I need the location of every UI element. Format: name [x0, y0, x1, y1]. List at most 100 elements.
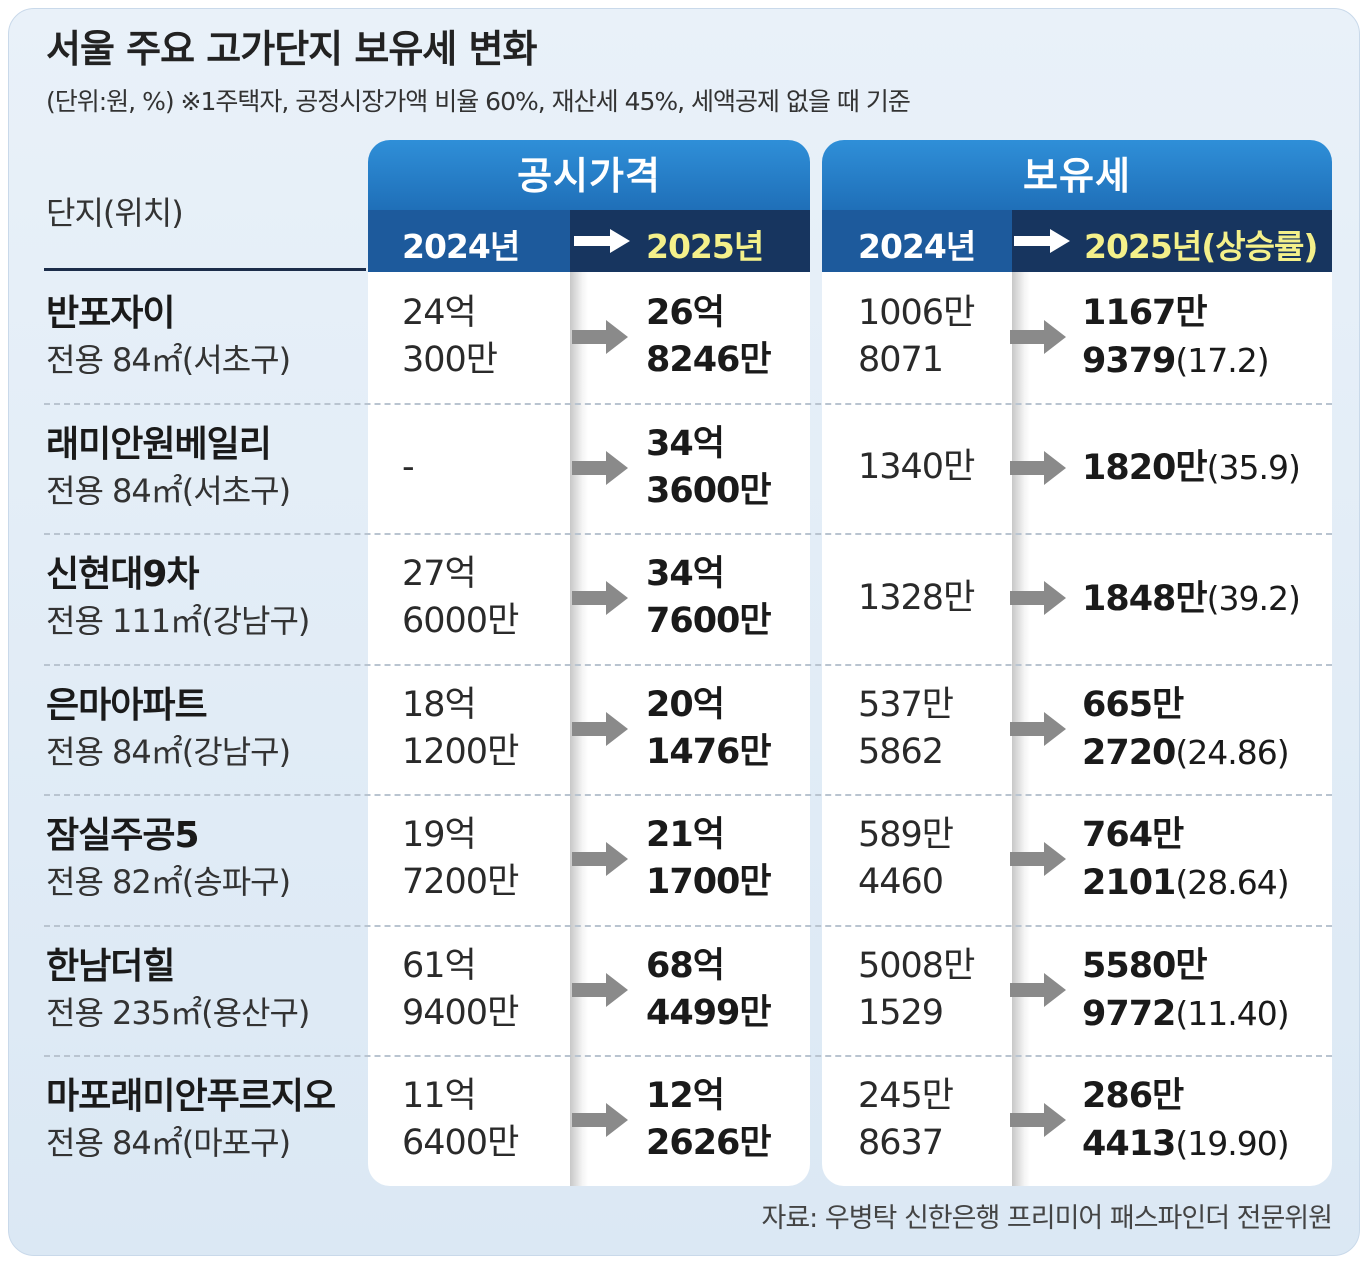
cell-value: 11억	[402, 1076, 477, 1117]
row-separator	[44, 924, 1332, 927]
arrow-right-icon	[572, 1103, 628, 1138]
tax-2025-cell: 764만 2101(28.64)	[1082, 812, 1290, 907]
price-2024-cell: 27억 6000만	[402, 551, 519, 645]
arrow-right-icon	[572, 842, 628, 877]
year-bar-official-price: 2024년 2025년	[368, 210, 810, 272]
panel-official-price: 공시가격 2024년 2025년	[368, 140, 810, 1186]
cell-value: 5008만	[858, 945, 975, 986]
arrow-right-icon	[572, 972, 628, 1007]
rate-value: (17.2)	[1175, 341, 1269, 381]
price-2024-cell: 11억 6400만	[402, 1073, 519, 1167]
tax-2024-cell: 1006만 8071	[858, 290, 975, 384]
cell-value: 4413	[1082, 1124, 1176, 1165]
cell-value: 1476만	[646, 731, 772, 772]
chart-title: 서울 주요 고가단지 보유세 변화	[46, 27, 537, 71]
arrow-right-icon	[1010, 842, 1066, 877]
cell-value: 4460	[858, 862, 944, 903]
tax-2024-cell: 1328만	[858, 575, 975, 622]
cell-value: 7200만	[402, 862, 519, 903]
cell-value: 1006만	[858, 293, 975, 334]
arrow-right-icon	[1010, 1103, 1066, 1138]
arrow-right-icon	[1010, 711, 1066, 746]
chart-subtitle: (단위:원, %) ※1주택자, 공정시장가액 비율 60%, 재산세 45%,…	[46, 87, 911, 116]
year-to-label: 2025년(상승률)	[1084, 220, 1318, 268]
arrow-right-icon	[1010, 581, 1066, 616]
price-2024-cell: 18억 1200만	[402, 682, 519, 776]
cell-value: 9379	[1082, 341, 1176, 382]
cell-value: 1340만	[858, 447, 975, 488]
complex-name: 래미안원베일리	[46, 423, 272, 465]
row-separator	[44, 533, 1332, 535]
arrow-right-icon	[1010, 320, 1066, 355]
tax-2025-cell: 286만 4413(19.90)	[1082, 1073, 1290, 1168]
tax-2024-cell: 537만 5862	[858, 682, 954, 776]
header-divider	[44, 268, 366, 271]
complex-detail: 전용 84㎡(마포구)	[46, 1124, 291, 1163]
complex-detail: 전용 84㎡(서초구)	[46, 471, 291, 510]
rate-value: (28.64)	[1175, 863, 1289, 903]
cell-value: 8637	[858, 1123, 944, 1164]
cell-value: 1529	[858, 992, 944, 1033]
rate-value: (19.90)	[1175, 1124, 1289, 1164]
price-2025-cell: 26억 8246만	[646, 290, 772, 384]
cell-value: 1820만	[1082, 448, 1208, 489]
row-separator	[44, 663, 1332, 666]
price-2024-cell: 61억 9400만	[402, 943, 519, 1037]
cell-value: 286만	[1082, 1076, 1184, 1117]
cell-value: 8071	[858, 340, 944, 381]
tax-2025-cell: 1820만(35.9)	[1082, 444, 1301, 492]
price-2025-cell: 68억 4499만	[646, 943, 772, 1037]
cell-value: 537만	[858, 684, 954, 725]
cell-value: 27억	[402, 554, 477, 595]
complex-name: 잠실주공5	[46, 815, 200, 857]
cell-value: 5862	[858, 731, 944, 772]
group-header-official-price: 공시가격	[368, 140, 810, 210]
cell-value: 68억	[646, 945, 725, 986]
tax-2025-cell: 1167만 9379(17.2)	[1082, 290, 1270, 385]
cell-value: 61억	[402, 945, 477, 986]
complex-detail: 전용 111㎡(강남구)	[46, 602, 310, 641]
cell-value: 34억	[646, 423, 725, 464]
year-to-text: 2025년	[1084, 227, 1202, 266]
cell-value: 26억	[646, 293, 725, 334]
cell-value: 6400만	[402, 1123, 519, 1164]
cell-value: 18억	[402, 684, 477, 725]
cell-value: 5580만	[1082, 945, 1208, 986]
price-2025-cell: 20억 1476만	[646, 682, 772, 776]
price-2024-cell: 24억 300만	[402, 290, 498, 384]
rate-value: (11.40)	[1175, 993, 1289, 1033]
cell-value: 20억	[646, 684, 725, 725]
arrow-right-icon	[572, 711, 628, 746]
cell-value: 1167만	[1082, 293, 1208, 334]
cell-value: 1200만	[402, 731, 519, 772]
arrow-right-icon	[574, 229, 630, 253]
source-note: 자료: 우병탁 신한은행 프리미어 패스파인더 전문위원	[761, 1203, 1333, 1234]
complex-detail: 전용 235㎡(용산구)	[46, 993, 310, 1032]
cell-value: 34억	[646, 554, 725, 595]
cell-value: 245만	[858, 1076, 954, 1117]
row-separator	[44, 402, 1332, 405]
cell-value: 8246만	[646, 340, 772, 381]
cell-value: 1700만	[646, 862, 772, 903]
tax-2024-cell: 1340만	[858, 444, 975, 491]
tax-2025-cell: 5580만 9772(11.40)	[1082, 943, 1290, 1038]
rate-value: (39.2)	[1206, 578, 1301, 618]
cell-value: 9400만	[402, 992, 519, 1033]
price-2024-cell: -	[402, 444, 415, 491]
complex-name: 한남더힐	[46, 945, 175, 987]
year-from-label: 2024년	[402, 227, 520, 266]
rate-value: (35.9)	[1206, 448, 1301, 488]
arrow-right-icon	[1014, 229, 1070, 253]
arrow-right-icon	[1010, 972, 1066, 1007]
price-2024-cell: 19억 7200만	[402, 812, 519, 906]
cell-value: 7600만	[646, 601, 772, 642]
tax-2025-cell: 1848만(39.2)	[1082, 575, 1301, 623]
year-to-note: (상승률)	[1201, 227, 1318, 266]
complex-name: 신현대9차	[46, 554, 200, 596]
column-label-complex: 단지(위치)	[46, 194, 184, 232]
cell-value: 9772	[1082, 993, 1176, 1034]
complex-name: 마포래미안푸르지오	[46, 1076, 336, 1118]
